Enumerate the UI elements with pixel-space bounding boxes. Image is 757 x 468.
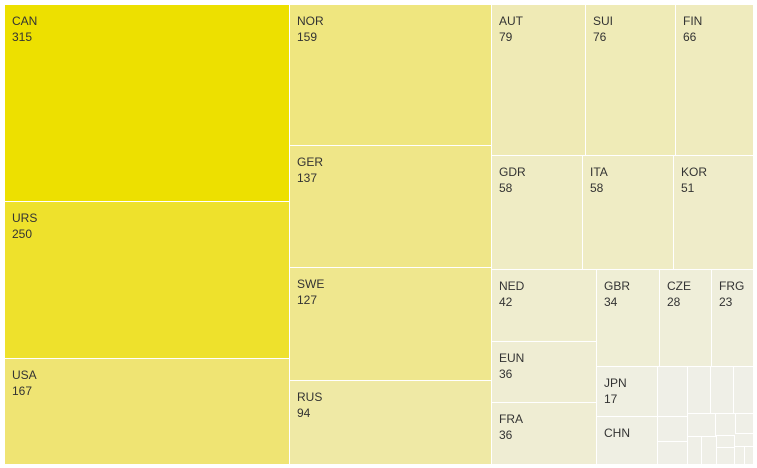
cell-label: AUT xyxy=(499,14,523,28)
treemap-cell[interactable] xyxy=(702,437,717,465)
treemap-cell[interactable] xyxy=(745,447,754,465)
treemap-cell[interactable] xyxy=(734,367,754,414)
treemap-cell[interactable] xyxy=(658,417,688,442)
cell-label: GDR xyxy=(499,165,526,179)
treemap-cell[interactable] xyxy=(688,367,711,414)
treemap-cell[interactable]: ITA 58 xyxy=(583,156,674,270)
treemap-cell[interactable]: FIN 66 xyxy=(676,5,754,156)
cell-label: GBR xyxy=(604,279,631,293)
cell-label: CHN xyxy=(604,426,630,440)
treemap-cell[interactable]: FRG 23 xyxy=(712,270,754,367)
cell-label: URS xyxy=(12,211,38,225)
cell-value: 79 xyxy=(499,30,513,44)
cell-value: 76 xyxy=(593,30,607,44)
cell-label: GER xyxy=(297,155,324,169)
cell-value: 137 xyxy=(297,171,318,185)
treemap-cell[interactable]: GBR 34 xyxy=(597,270,660,367)
cell-value: 94 xyxy=(297,406,311,420)
cell-label: FRA xyxy=(499,412,523,426)
cell-value: 36 xyxy=(499,428,513,442)
treemap-cell[interactable]: SUI 76 xyxy=(586,5,676,156)
cell-label: FIN xyxy=(683,14,703,28)
cell-value: 36 xyxy=(499,367,513,381)
cell-value: 159 xyxy=(297,30,318,44)
treemap-cell[interactable]: URS 250 xyxy=(5,202,290,359)
treemap-cell[interactable]: CZE 28 xyxy=(660,270,712,367)
cell-value: 127 xyxy=(297,293,318,307)
cell-label: NED xyxy=(499,279,525,293)
treemap-cell[interactable]: AUT 79 xyxy=(492,5,586,156)
cell-label: JPN xyxy=(604,376,627,390)
cell-value: 51 xyxy=(681,181,695,195)
cell-label: EUN xyxy=(499,351,525,365)
cell-label: USA xyxy=(12,368,37,382)
treemap-cell[interactable]: KOR 51 xyxy=(674,156,754,270)
cell-label: RUS xyxy=(297,390,323,404)
treemap-cell[interactable] xyxy=(658,442,688,465)
treemap-cell[interactable]: USA 167 xyxy=(5,359,290,465)
treemap-cell[interactable] xyxy=(688,414,716,437)
treemap-cell[interactable] xyxy=(717,436,735,448)
treemap-cell[interactable] xyxy=(736,414,754,434)
treemap-cell[interactable]: GER 137 xyxy=(290,146,492,268)
cell-value: 250 xyxy=(12,227,33,241)
treemap-cell[interactable]: EUN 36 xyxy=(492,342,597,403)
treemap-cell[interactable] xyxy=(658,367,688,417)
cell-label: NOR xyxy=(297,14,324,28)
treemap-cell[interactable]: CHN xyxy=(597,417,658,465)
treemap-cell[interactable]: FRA 36 xyxy=(492,403,597,465)
cell-value: 34 xyxy=(604,295,618,309)
treemap-cell[interactable] xyxy=(735,434,754,447)
treemap-cell[interactable]: CAN 315 xyxy=(5,5,290,202)
cell-value: 66 xyxy=(683,30,697,44)
treemap-cell[interactable] xyxy=(717,448,735,465)
cell-value: 28 xyxy=(667,295,681,309)
treemap-cell[interactable]: JPN 17 xyxy=(597,367,658,417)
treemap-cell[interactable] xyxy=(735,447,745,465)
cell-value: 23 xyxy=(719,295,733,309)
cell-label: CZE xyxy=(667,279,691,293)
cell-label: SWE xyxy=(297,277,325,291)
treemap-cell[interactable]: GDR 58 xyxy=(492,156,583,270)
treemap-cell[interactable]: NED 42 xyxy=(492,270,597,342)
cell-value: 58 xyxy=(590,181,604,195)
treemap-cell[interactable]: RUS 94 xyxy=(290,381,492,465)
cell-label: KOR xyxy=(681,165,708,179)
cell-label: SUI xyxy=(593,14,614,28)
cell-value: 17 xyxy=(604,392,618,406)
treemap-cell[interactable] xyxy=(716,414,736,436)
treemap-cell[interactable]: SWE 127 xyxy=(290,268,492,381)
treemap-cell[interactable]: NOR 159 xyxy=(290,5,492,146)
cell-label: FRG xyxy=(719,279,745,293)
cell-label: CAN xyxy=(12,14,38,28)
cell-value: 58 xyxy=(499,181,513,195)
cell-value: 315 xyxy=(12,30,33,44)
cell-value: 42 xyxy=(499,295,513,309)
cell-value: 167 xyxy=(12,384,33,398)
cell-label: ITA xyxy=(590,165,608,179)
treemap-cell[interactable] xyxy=(688,437,702,465)
treemap-cell[interactable] xyxy=(711,367,734,414)
